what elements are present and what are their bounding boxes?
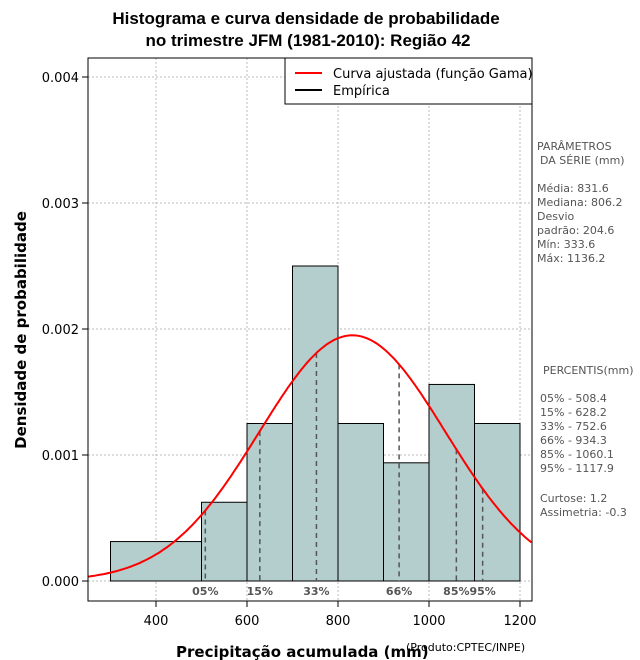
y-tick-label: 0.002: [42, 323, 79, 338]
percentile-marker-label: 85%: [443, 585, 469, 598]
percentil-33: 33% - 752.6: [540, 420, 607, 433]
gamma-curve-group: [87, 334, 533, 578]
stat-mediana: Mediana: 806.2: [537, 196, 622, 209]
legend-label-empirical: Empírica: [333, 84, 390, 99]
percentil-66: 66% - 934.3: [540, 434, 607, 447]
axes: 0.000 0.001 0.002 0.003 0.004 400 600 800 1000 12…: [42, 71, 537, 629]
histogram-bar: [292, 265, 339, 582]
legend: Curva ajustada (função Gama) Empírica: [284, 57, 533, 105]
stat-max: Máx: 1136.2: [537, 252, 605, 265]
x-tick-label: 1000: [412, 614, 445, 629]
histogram-bars: [110, 265, 521, 582]
percentil-95: 95% - 1117.9: [540, 462, 614, 475]
y-tick-label: 0.004: [42, 71, 79, 86]
x-tick-label: 600: [235, 614, 260, 629]
percentile-marker-label: 95%: [469, 585, 495, 598]
histogram-bar: [110, 541, 202, 582]
percentil-85: 85% - 1060.1: [540, 448, 614, 461]
percentil-05: 05% - 508.4: [540, 392, 607, 405]
y-tick-label: 0.000: [42, 575, 79, 590]
x-axis-label: Precipitação acumulada (mm): [176, 643, 429, 660]
side-panel: PARÂMETROS DA SÉRIE (mm) Média: 831.6 Me…: [537, 140, 634, 519]
y-tick-label: 0.001: [42, 449, 79, 464]
histogram-bar: [474, 423, 521, 582]
percentile-marker-label: 15%: [247, 585, 273, 598]
histogram-bar: [428, 383, 475, 582]
stat-min: Mín: 333.6: [537, 238, 595, 251]
y-tick-label: 0.003: [42, 197, 79, 212]
histogram-bar: [201, 501, 248, 582]
y-axis-label: Densidade de probabilidade: [12, 211, 30, 449]
percentil-15: 15% - 628.2: [540, 406, 607, 419]
x-tick-label: 400: [144, 614, 169, 629]
stat-assimetria: Assimetria: -0.3: [540, 506, 627, 519]
percentile-marker-label: 05%: [192, 585, 218, 598]
params-title-2: DA SÉRIE (mm): [540, 154, 625, 167]
credit-text: (Produto:CPTEC/INPE): [406, 641, 525, 654]
params-title-1: PARÂMETROS: [537, 140, 612, 153]
stat-desvio-2: padrão: 204.6: [537, 224, 614, 237]
x-tick-label: 800: [326, 614, 351, 629]
histogram-bar: [337, 423, 384, 582]
chart-title-line1: Histograma e curva densidade de probabil…: [112, 9, 499, 28]
stat-curtose: Curtose: 1.2: [540, 492, 607, 505]
legend-label-curve: Curva ajustada (função Gama): [333, 67, 533, 82]
gamma-curve: [87, 334, 533, 578]
histogram-bar: [246, 423, 293, 582]
percentile-marker-label: 33%: [303, 585, 329, 598]
stat-media: Média: 831.6: [537, 182, 609, 195]
chart-title-line2: no trimestre JFM (1981-2010): Região 42: [145, 31, 470, 50]
histogram-bar: [383, 462, 430, 582]
x-tick-label: 1200: [503, 614, 536, 629]
legend-box: [284, 57, 533, 105]
stat-desvio-1: Desvio: [537, 210, 575, 223]
percentile-markers: 05% 15% 33% 66% 85% 95%: [192, 352, 496, 598]
percentile-marker-label: 66%: [386, 585, 412, 598]
percentis-title: PERCENTIS(mm): [543, 364, 634, 377]
